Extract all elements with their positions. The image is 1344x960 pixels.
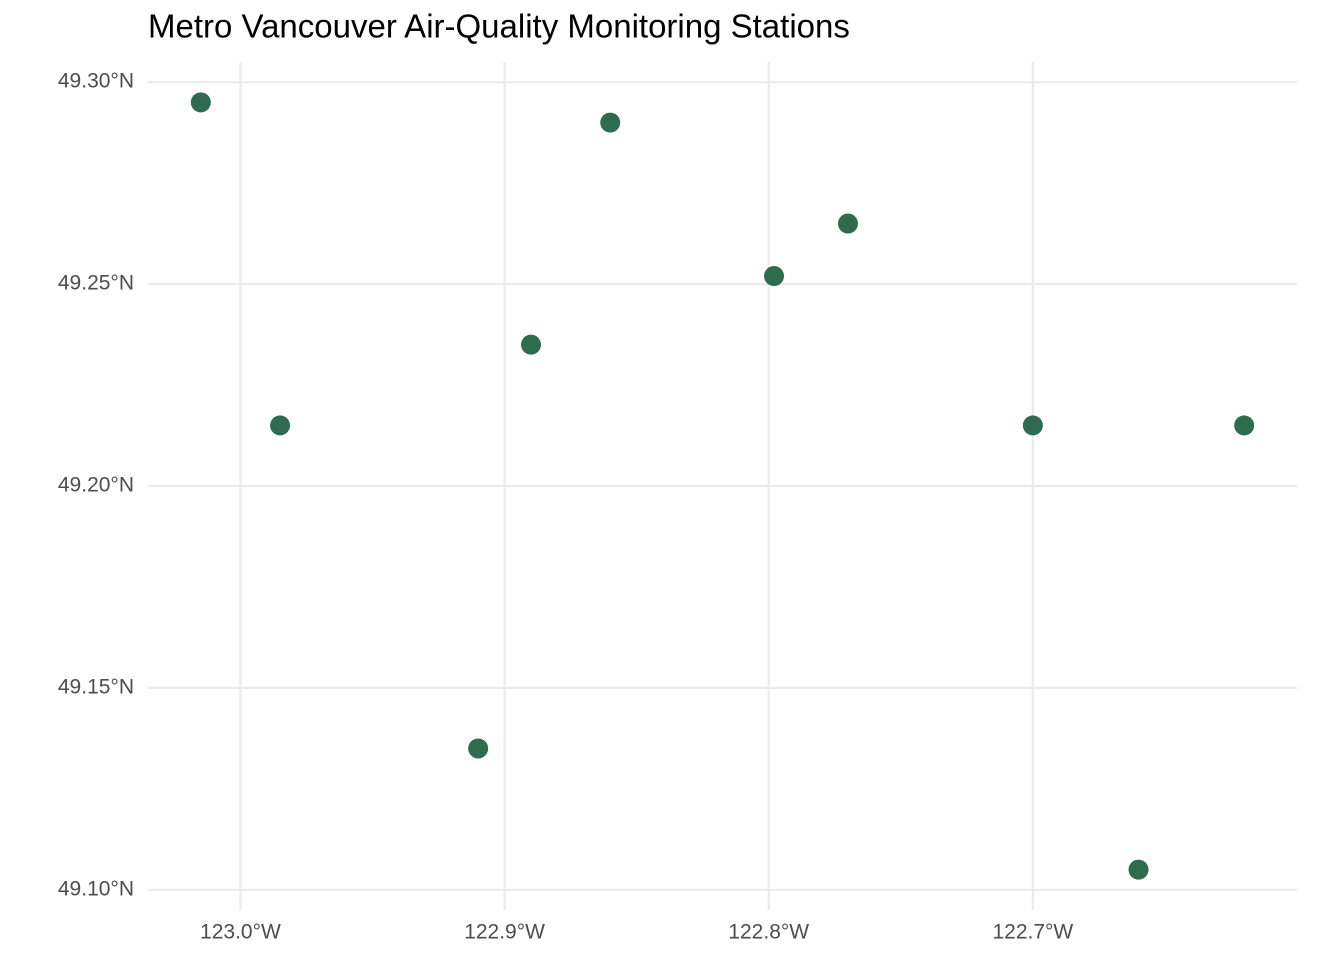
station-point xyxy=(270,415,291,436)
station-point xyxy=(764,266,785,287)
station-point xyxy=(521,334,541,355)
y-tick-label: 49.30°N xyxy=(58,70,134,93)
station-point xyxy=(190,92,211,113)
y-tick-label: 49.10°N xyxy=(58,877,134,900)
x-tick-label: 122.9°W xyxy=(464,921,545,944)
y-tick-label: 49.25°N xyxy=(58,272,134,295)
station-point xyxy=(1128,859,1149,880)
chart-title: Metro Vancouver Air-Quality Monitoring S… xyxy=(148,8,850,45)
station-point xyxy=(468,738,489,759)
station-point xyxy=(837,213,858,234)
y-tick-label: 49.20°N xyxy=(58,474,134,497)
y-tick-label: 49.15°N xyxy=(58,675,134,698)
x-tick-label: 123.0°W xyxy=(200,921,281,944)
station-point xyxy=(1022,415,1043,436)
x-tick-label: 122.7°W xyxy=(992,921,1073,944)
station-point xyxy=(1234,415,1255,436)
station-point xyxy=(600,112,621,133)
x-tick-label: 122.8°W xyxy=(728,921,809,944)
